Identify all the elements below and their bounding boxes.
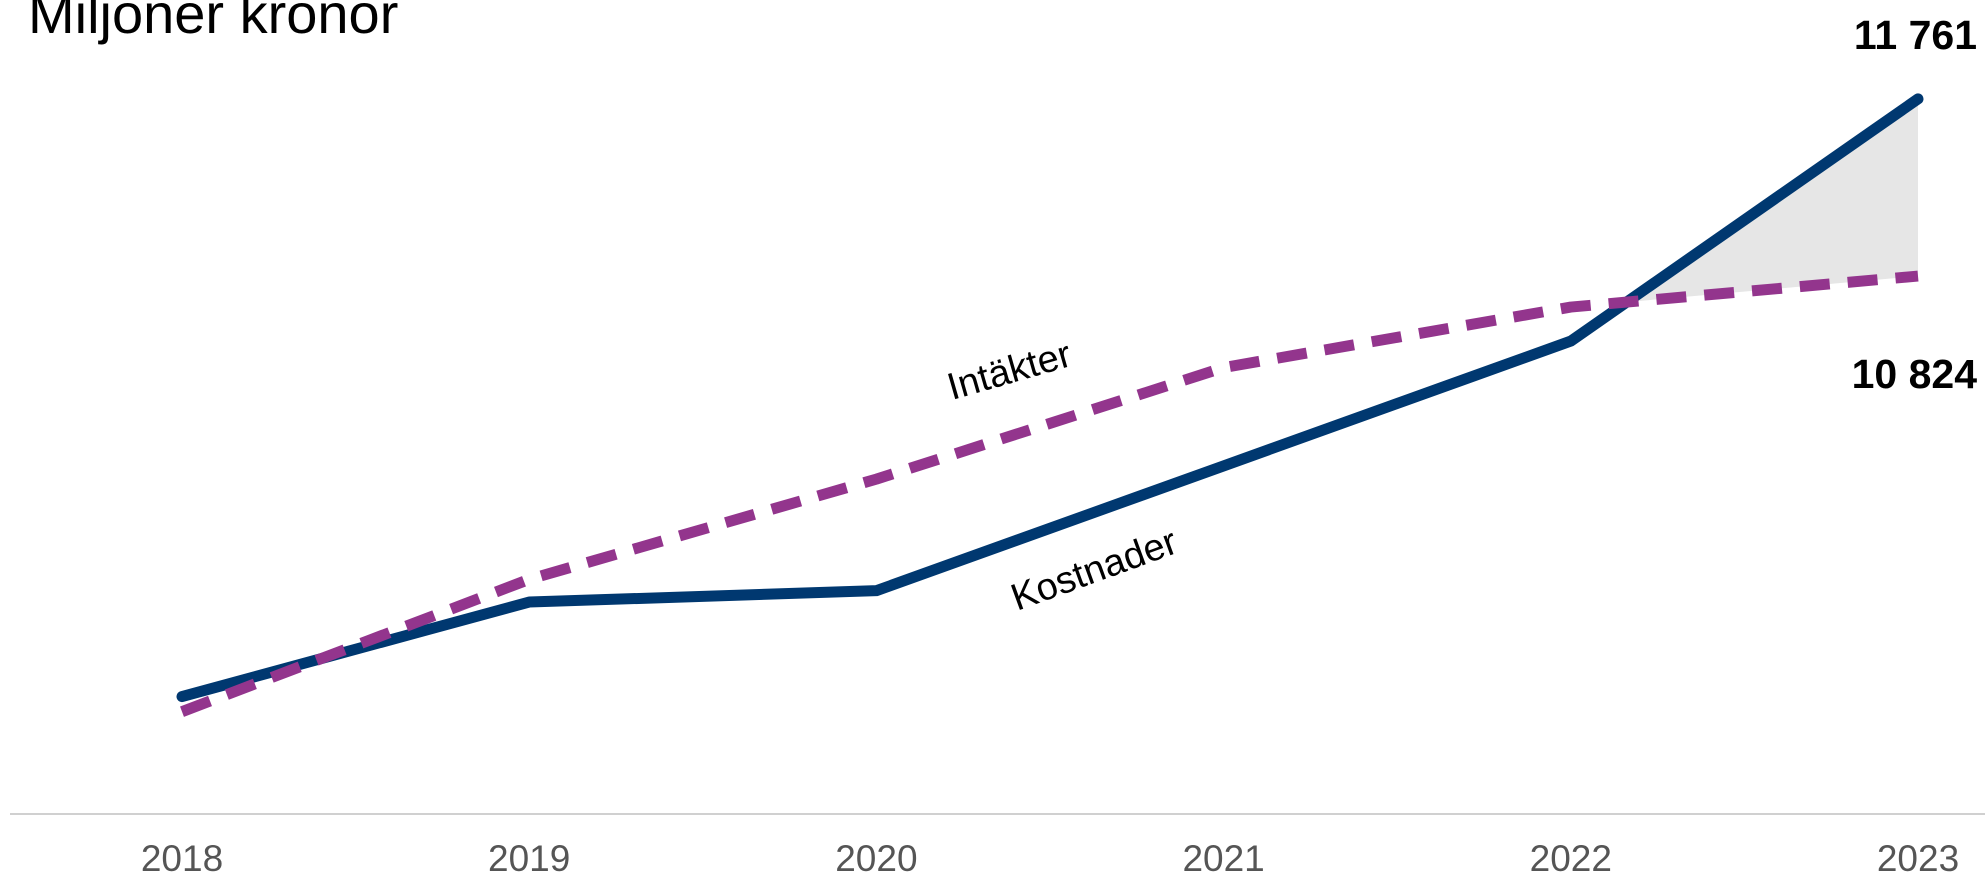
x-tick-label: 2022	[1530, 838, 1612, 877]
chart-title: Miljoner kronor	[28, 0, 398, 45]
series-label: Intäkter	[943, 333, 1077, 408]
x-tick-label: 2020	[835, 838, 917, 877]
value-label: 10 824	[1852, 351, 1978, 397]
value-label: 11 761	[1854, 12, 1977, 58]
x-tick-label: 2019	[488, 838, 570, 877]
x-tick-label: 2018	[141, 838, 223, 877]
series-line	[180, 270, 1919, 717]
x-tick-label: 2021	[1182, 838, 1264, 877]
x-tick-label: 2023	[1877, 838, 1959, 877]
